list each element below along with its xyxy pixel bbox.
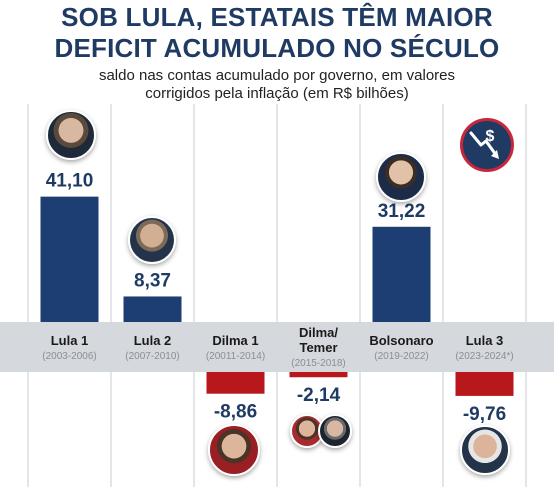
- data-label: 41,10: [46, 171, 94, 192]
- lula-photo-avatar: [46, 110, 96, 160]
- period-label: (2023-2024*): [455, 351, 513, 362]
- period-label: (20011-2014): [206, 351, 265, 362]
- bar: [372, 226, 431, 322]
- data-label: -9,76: [463, 404, 506, 425]
- data-label: 31,22: [378, 201, 426, 222]
- data-label: -8,86: [214, 402, 257, 423]
- bar: [123, 296, 182, 322]
- chart-subtitle-line2: corrigidos pela inflação (em R$ bilhões): [145, 85, 409, 102]
- svg-text:$: $: [486, 128, 495, 145]
- period-label: (2015-2018): [291, 358, 345, 369]
- category-band: [0, 322, 554, 372]
- period-label: (2007-2010): [125, 351, 179, 362]
- category-label: Dilma 1: [212, 333, 258, 348]
- category-label: Lula 2: [134, 333, 172, 348]
- period-label: (2003-2006): [42, 351, 96, 362]
- money-down-icon: $: [460, 118, 514, 172]
- data-label: 8,37: [134, 270, 171, 291]
- chart-title-line1: SOB LULA, ESTATAIS TÊM MAIOR: [61, 2, 493, 32]
- category-label: Bolsonaro: [369, 333, 433, 348]
- bar: [455, 372, 514, 396]
- lula-photo-avatar: [128, 216, 176, 264]
- bar: [40, 196, 99, 322]
- dilma-photo-avatar: [208, 424, 260, 476]
- temer-photo-avatar: [318, 414, 352, 448]
- period-label: (2019-2022): [374, 351, 428, 362]
- category-label: Dilma/: [299, 325, 338, 340]
- category-label: Lula 3: [466, 333, 504, 348]
- category-label: Lula 1: [51, 333, 89, 348]
- chart-title-line2: DEFICIT ACUMULADO NO SÉCULO: [54, 33, 500, 63]
- chart-subtitle-line1: saldo nas contas acumulado por governo, …: [98, 67, 456, 84]
- bar: [289, 372, 348, 378]
- data-label: -2,14: [297, 385, 341, 406]
- category-label: Temer: [299, 340, 337, 355]
- lula-photo-avatar: [460, 425, 510, 475]
- bar: [206, 372, 265, 394]
- bolsonaro-photo-avatar: [376, 152, 426, 202]
